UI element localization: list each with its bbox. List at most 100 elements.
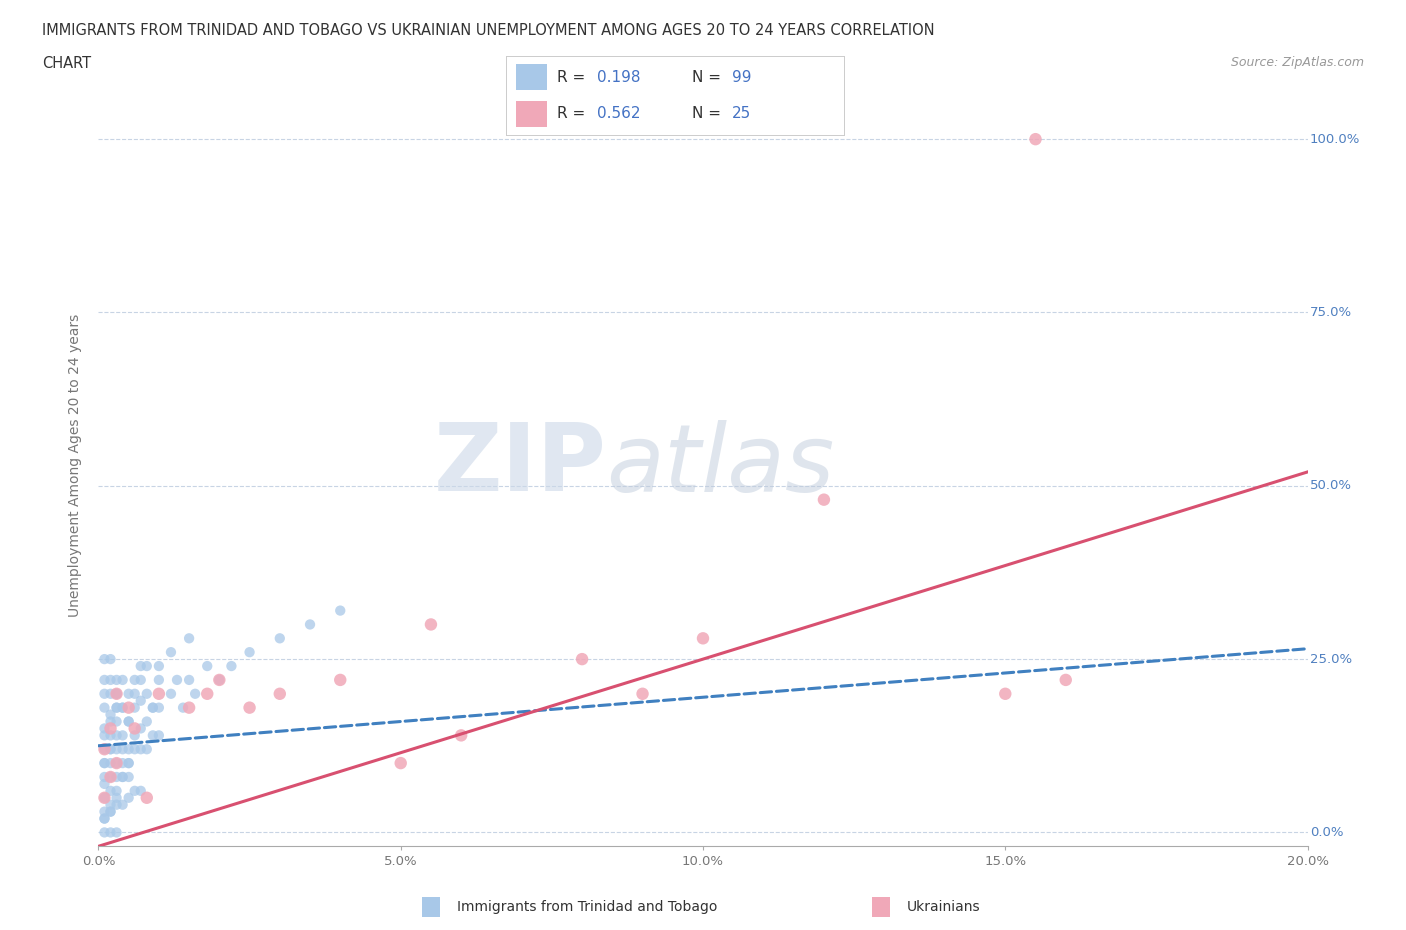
Point	[105, 672, 128, 687]
Point	[100, 769, 122, 784]
Text: 0.198: 0.198	[598, 70, 641, 85]
Text: IMMIGRANTS FROM TRINIDAD AND TOBAGO VS UKRAINIAN UNEMPLOYMENT AMONG AGES 20 TO 2: IMMIGRANTS FROM TRINIDAD AND TOBAGO VS U…	[42, 23, 935, 38]
Point	[93, 790, 115, 805]
Point	[100, 686, 122, 701]
Point	[105, 769, 128, 784]
Point	[142, 700, 165, 715]
Point	[100, 742, 122, 757]
Point	[93, 790, 115, 805]
Text: 75.0%: 75.0%	[1310, 306, 1353, 319]
Point	[111, 742, 134, 757]
Point	[329, 672, 352, 687]
Point	[135, 658, 157, 673]
Text: 50.0%: 50.0%	[1310, 479, 1353, 492]
Point	[450, 728, 472, 743]
Point	[93, 811, 115, 826]
Point	[195, 658, 218, 673]
Text: CHART: CHART	[42, 56, 91, 71]
Point	[142, 700, 165, 715]
Point	[118, 742, 141, 757]
Point	[994, 686, 1017, 701]
Point	[93, 742, 115, 757]
Text: 100.0%: 100.0%	[1310, 133, 1361, 146]
FancyBboxPatch shape	[516, 64, 547, 90]
Point	[93, 769, 115, 784]
Point	[93, 811, 115, 826]
Point	[111, 756, 134, 771]
Point	[118, 756, 141, 771]
Point	[93, 728, 115, 743]
Point	[129, 658, 152, 673]
Point	[93, 756, 115, 771]
Point	[100, 769, 122, 784]
Point	[419, 617, 441, 631]
Point	[93, 721, 115, 736]
Point	[100, 742, 122, 757]
Text: atlas: atlas	[606, 419, 835, 511]
Point	[100, 728, 122, 743]
Point	[172, 700, 194, 715]
Point	[118, 686, 141, 701]
Point	[105, 756, 128, 771]
Point	[129, 672, 152, 687]
Point	[1024, 132, 1046, 147]
Point	[100, 804, 122, 819]
Point	[631, 686, 654, 701]
Point	[118, 700, 141, 715]
Point	[93, 700, 115, 715]
Point	[100, 797, 122, 812]
Point	[118, 790, 141, 805]
Point	[148, 658, 170, 673]
Point	[111, 797, 134, 812]
Point	[195, 686, 218, 701]
Point	[124, 672, 146, 687]
Point	[93, 686, 115, 701]
Point	[105, 686, 128, 701]
Point	[100, 756, 122, 771]
Point	[1054, 672, 1077, 687]
Text: 25: 25	[733, 106, 751, 121]
Point	[329, 604, 352, 618]
Point	[129, 742, 152, 757]
Point	[105, 756, 128, 771]
Point	[177, 631, 201, 645]
Point	[135, 686, 157, 701]
Point	[93, 756, 115, 771]
Point	[105, 700, 128, 715]
Point	[118, 714, 141, 729]
Point	[184, 686, 207, 701]
Point	[148, 672, 170, 687]
FancyBboxPatch shape	[516, 100, 547, 127]
Point	[105, 686, 128, 701]
Point	[177, 700, 201, 715]
Text: 25.0%: 25.0%	[1310, 653, 1353, 666]
Point	[111, 769, 134, 784]
Point	[105, 797, 128, 812]
Point	[111, 728, 134, 743]
Point	[129, 783, 152, 798]
Point	[813, 492, 835, 507]
Text: R =: R =	[557, 106, 591, 121]
Point	[93, 825, 115, 840]
Text: R =: R =	[557, 70, 591, 85]
Point	[93, 672, 115, 687]
Point	[124, 742, 146, 757]
Text: N =: N =	[692, 70, 725, 85]
Point	[124, 686, 146, 701]
Point	[105, 825, 128, 840]
Point	[239, 700, 262, 715]
Point	[105, 790, 128, 805]
Point	[111, 672, 134, 687]
Point	[124, 728, 146, 743]
Point	[177, 672, 201, 687]
Point	[105, 714, 128, 729]
Point	[100, 721, 122, 736]
Point	[93, 652, 115, 667]
Point	[269, 631, 291, 645]
Point	[93, 742, 115, 757]
Point	[160, 644, 183, 659]
Point	[124, 783, 146, 798]
Point	[111, 700, 134, 715]
Point	[105, 728, 128, 743]
Point	[100, 672, 122, 687]
